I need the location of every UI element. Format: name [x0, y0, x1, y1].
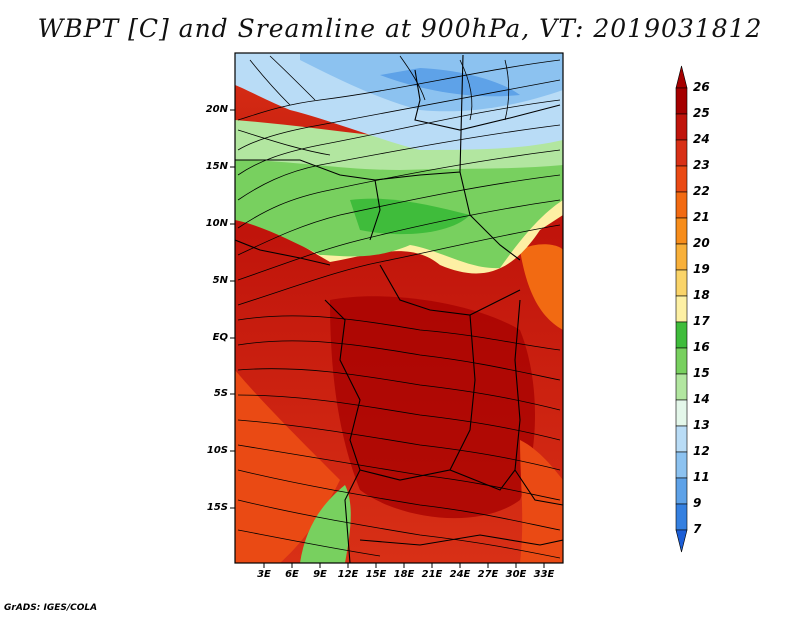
colorbar-swatch [675, 243, 688, 271]
colorbar-swatch [675, 113, 688, 141]
streamlines [237, 55, 561, 559]
colorbar-label: 20 [693, 236, 710, 250]
field-sw-green [300, 485, 351, 563]
colorbar-label: 18 [693, 288, 710, 302]
lon-label-6e: 6E [285, 569, 299, 580]
colorbar-swatch [675, 191, 688, 219]
lat-label-eq: EQ [212, 332, 228, 343]
lat-label-5n: 5N [212, 275, 228, 286]
colorbar-label: 7 [693, 522, 702, 536]
colorbar-swatch [675, 399, 688, 427]
lat-label-15n: 15N [205, 161, 228, 172]
country-borders [235, 54, 563, 563]
field-southwest [235, 370, 340, 563]
lat-label-20n: 20N [205, 104, 228, 115]
map-field [235, 53, 563, 563]
colorbar-swatch [675, 451, 688, 479]
field-light-green [235, 120, 563, 170]
colorbar-label: 21 [693, 210, 710, 224]
colorbar-swatch [675, 321, 688, 349]
colorbar-label: 25 [693, 106, 710, 120]
lat-label-10n: 10N [205, 218, 228, 229]
colorbar-label: 13 [693, 418, 710, 432]
colorbar-swatch [675, 425, 688, 453]
field-east-orange [520, 244, 563, 330]
colorbar-swatch [675, 503, 688, 531]
lon-label-3e: 3E [257, 569, 271, 580]
colorbar-label: 16 [693, 340, 710, 354]
colorbar-label: 15 [693, 366, 710, 380]
lat-label-15s: 15S [206, 502, 228, 513]
lon-label-30e: 30E [505, 569, 527, 580]
lon-label-15e: 15E [365, 569, 387, 580]
lon-label-33e: 33E [533, 569, 555, 580]
lat-label-10s: 10S [206, 445, 228, 456]
colorbar-swatch [675, 477, 688, 505]
field-blue-core [380, 68, 520, 97]
lon-label-24e: 24E [449, 569, 471, 580]
lon-label-18e: 18E [393, 569, 415, 580]
colorbar-swatch [675, 217, 688, 245]
colorbar-swatch [675, 373, 688, 401]
colorbar-label: 24 [693, 132, 710, 146]
colorbar-label: 26 [693, 80, 710, 94]
colorbar-label: 19 [693, 262, 710, 276]
field-core [330, 296, 535, 519]
colorbar [675, 65, 688, 553]
lat-label-5s: 5S [213, 388, 228, 399]
colorbar-label: 22 [693, 184, 710, 198]
colorbar-swatch [675, 165, 688, 193]
colorbar-label: 12 [693, 444, 710, 458]
chart-title: WBPT [C] and Sreamline at 900hPa, VT: 20… [37, 14, 763, 43]
colorbar-label: 11 [693, 470, 710, 484]
lon-label-9e: 9E [313, 569, 327, 580]
colorbar-label: 17 [693, 314, 710, 328]
lon-label-21e: 21E [421, 569, 443, 580]
colorbar-label: 23 [693, 158, 710, 172]
tick-marks [230, 109, 545, 568]
colorbar-label: 9 [693, 496, 702, 510]
colorbar-swatch [675, 269, 688, 297]
colorbar-swatch [675, 347, 688, 375]
map-frame [234, 52, 564, 564]
colorbar-swatch [675, 295, 688, 323]
grads-credit: GrADS: IGES/COLA [4, 603, 98, 613]
colorbar-label: 14 [693, 392, 710, 406]
colorbar-arrow-bottom [675, 529, 688, 553]
colorbar-swatch [675, 139, 688, 167]
colorbar-swatch [675, 87, 688, 115]
lon-label-12e: 12E [337, 569, 359, 580]
colorbar-arrow-top [675, 65, 688, 89]
lon-label-27e: 27E [477, 569, 499, 580]
